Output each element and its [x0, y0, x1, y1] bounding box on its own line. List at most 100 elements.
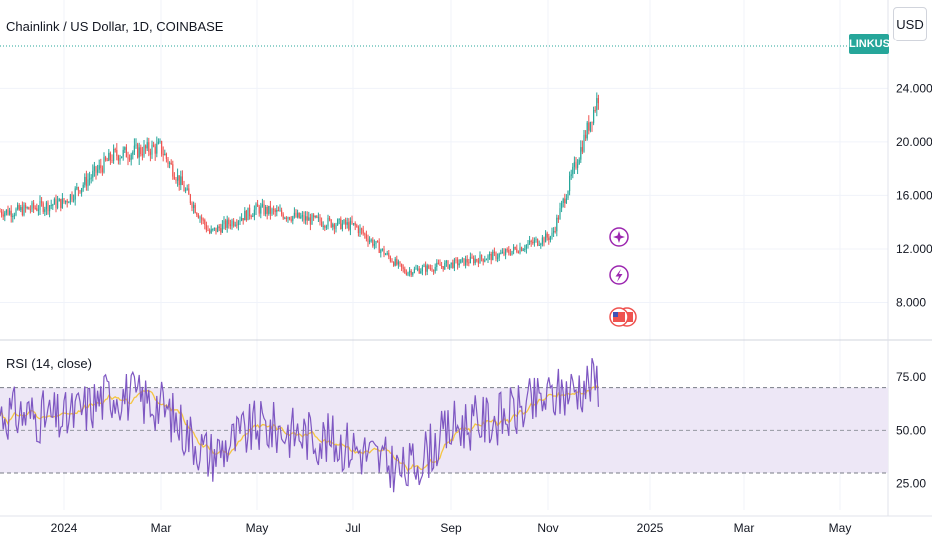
candle-body: [244, 210, 246, 221]
candle-body: [481, 255, 483, 259]
candle-body: [82, 184, 84, 189]
candle-body: [465, 259, 467, 266]
candle-body: [469, 256, 471, 264]
candle-body: [57, 201, 59, 208]
candle-body: [314, 215, 316, 218]
candle-body: [309, 217, 311, 225]
candle-body: [493, 251, 495, 253]
lightning-marker-icon[interactable]: [609, 265, 629, 285]
candle-body: [559, 208, 561, 220]
candle-body: [241, 218, 243, 221]
candle-body: [353, 223, 355, 225]
candle-body: [231, 220, 233, 227]
rsi-line: [0, 357, 599, 493]
candle-body: [588, 122, 590, 131]
event-markers[interactable]: [609, 227, 637, 327]
candle-body: [487, 255, 489, 260]
candle-body: [417, 268, 419, 270]
candle-body: [380, 249, 382, 253]
candle-body: [391, 260, 393, 263]
candle-body: [365, 234, 367, 239]
candle-body: [386, 253, 388, 255]
ideas-marker-icon[interactable]: [609, 227, 629, 247]
candle-body: [225, 220, 227, 228]
candle-body: [269, 205, 271, 214]
candle-body: [266, 206, 268, 214]
candle-body: [247, 207, 249, 221]
candle-body: [265, 206, 267, 215]
candle-body: [65, 200, 67, 203]
candle-body: [503, 251, 505, 255]
candle-body: [213, 227, 215, 229]
candle-body: [517, 251, 519, 253]
candle-body: [36, 208, 38, 211]
candle-body: [124, 147, 126, 150]
flag-canton: [613, 312, 618, 317]
candle-body: [330, 219, 332, 228]
candle-body: [87, 179, 89, 187]
time-tick-label: May: [246, 521, 269, 535]
candle-body: [349, 220, 351, 230]
candle-body: [162, 153, 164, 156]
candle-body: [130, 154, 132, 160]
candle-body: [90, 177, 92, 179]
candle-body: [106, 160, 108, 162]
candle-body: [415, 268, 417, 270]
candle-body: [364, 233, 366, 235]
candle-body: [52, 204, 54, 206]
candle-body: [181, 176, 183, 185]
candle-body: [337, 219, 339, 226]
candle-body: [29, 209, 31, 211]
candle-body: [458, 263, 460, 266]
candle-body: [276, 209, 278, 212]
candle-body: [252, 216, 254, 218]
candle-body: [129, 158, 131, 160]
currency-button[interactable]: USD: [893, 7, 927, 41]
candle-body: [413, 268, 415, 273]
candle-body: [125, 147, 127, 158]
candle-body: [489, 253, 491, 256]
candle-body: [447, 260, 449, 269]
candle-body: [338, 218, 340, 220]
candle-body: [535, 238, 537, 241]
candle-body: [1, 211, 3, 215]
candle-body: [521, 247, 523, 251]
candle-body: [0, 211, 1, 213]
candle-body: [34, 207, 36, 209]
candle-body: [210, 229, 212, 233]
candle-body: [298, 212, 300, 218]
candle-body: [13, 215, 15, 217]
candle-body: [556, 217, 558, 232]
candle-body: [585, 134, 587, 139]
candle-body: [410, 270, 412, 275]
candle-body: [261, 204, 263, 207]
candle-body: [105, 157, 107, 161]
candle-body: [79, 190, 81, 193]
candle-body: [519, 247, 521, 253]
price-tick-label: 8.000: [896, 296, 926, 310]
axis-layer: 24.000 20.000 16.000 12.000 8.000 75.00 50.00 2…: [51, 81, 932, 535]
candle-body: [284, 217, 286, 219]
candle-body: [245, 210, 247, 221]
candle-body: [95, 166, 97, 173]
candle-body: [591, 121, 593, 124]
candle-body: [501, 251, 503, 254]
us-flag-marker-icon[interactable]: [609, 307, 629, 327]
candle-body: [428, 265, 430, 269]
candle-body: [45, 202, 47, 210]
candle-body: [196, 212, 198, 216]
candle-body: [471, 256, 473, 259]
candle-body: [373, 244, 375, 246]
candle-body: [53, 199, 55, 205]
candle-body: [586, 122, 588, 139]
candle-body: [63, 198, 65, 203]
candle-body: [148, 142, 150, 152]
candle-body: [74, 188, 76, 200]
candle-body: [257, 204, 259, 207]
rsi-tick-label: 75.00: [896, 370, 926, 384]
candle-body: [164, 153, 166, 156]
candle-body: [308, 217, 310, 221]
candle-body: [103, 157, 105, 173]
